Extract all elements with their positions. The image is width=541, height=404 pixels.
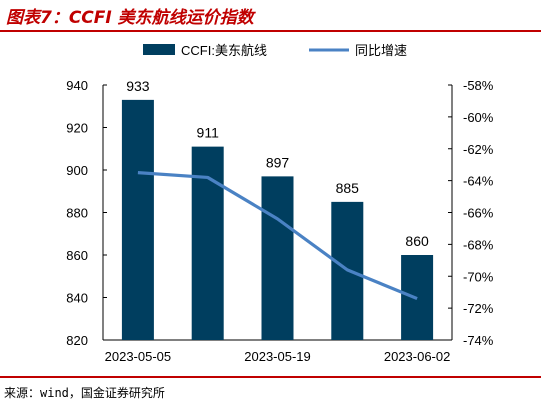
right-tick-label: -70%: [463, 269, 494, 284]
legend-bar-label: CCFI:美东航线: [181, 43, 267, 58]
chart: CCFI:美东航线 同比增速 940 920 900 880 860 840 820 -58%…: [66, 43, 493, 364]
bar-data-label: 885: [336, 180, 360, 196]
bar-data-label: 911: [197, 125, 220, 141]
bars: 933 911 897 885 860: [121, 78, 434, 340]
right-tick-label: -74%: [463, 333, 494, 348]
bar-data-label: 897: [266, 154, 290, 170]
right-tick-label: -64%: [463, 174, 494, 189]
title-bar: 图表7：CCFI 美东航线运价指数: [0, 0, 541, 32]
chart-title: 图表7：CCFI 美东航线运价指数: [6, 8, 254, 28]
yoy-line-path: [137, 171, 418, 301]
right-tick-label: -66%: [463, 206, 494, 221]
x-tick-label: 2023-05-05: [105, 349, 172, 364]
right-tick-label: -68%: [463, 237, 494, 252]
x-tick-label: 2023-06-02: [384, 349, 451, 364]
bar-data-label: 860: [405, 233, 429, 249]
left-tick-label: 940: [66, 78, 88, 93]
right-tick-label: -58%: [463, 78, 494, 93]
left-tick-label: 900: [66, 163, 88, 178]
legend-line-label: 同比增速: [355, 43, 407, 58]
left-tick-label: 840: [66, 291, 88, 306]
legend: CCFI:美东航线 同比增速: [143, 43, 407, 58]
yoy-line: [137, 171, 418, 301]
bar-data-label: 933: [126, 78, 150, 94]
right-tick-label: -62%: [463, 142, 494, 157]
left-tick-label: 860: [66, 248, 88, 263]
source-note: 来源：wind，国金证券研究所: [4, 386, 165, 400]
left-tick-label: 880: [66, 206, 88, 221]
left-tick-label: 820: [66, 333, 88, 348]
bar: [121, 99, 154, 340]
right-tick-label: -60%: [463, 110, 494, 125]
bar: [261, 176, 294, 340]
source-bar: 来源：wind，国金证券研究所: [0, 376, 541, 404]
x-tick-label: 2023-05-19: [244, 349, 311, 364]
axes: 940 920 900 880 860 840 820 -58% -60% -62% -64% -66…: [66, 78, 493, 364]
right-tick-label: -72%: [463, 301, 494, 316]
legend-bar-swatch: [143, 44, 175, 55]
left-tick-label: 920: [66, 121, 88, 136]
